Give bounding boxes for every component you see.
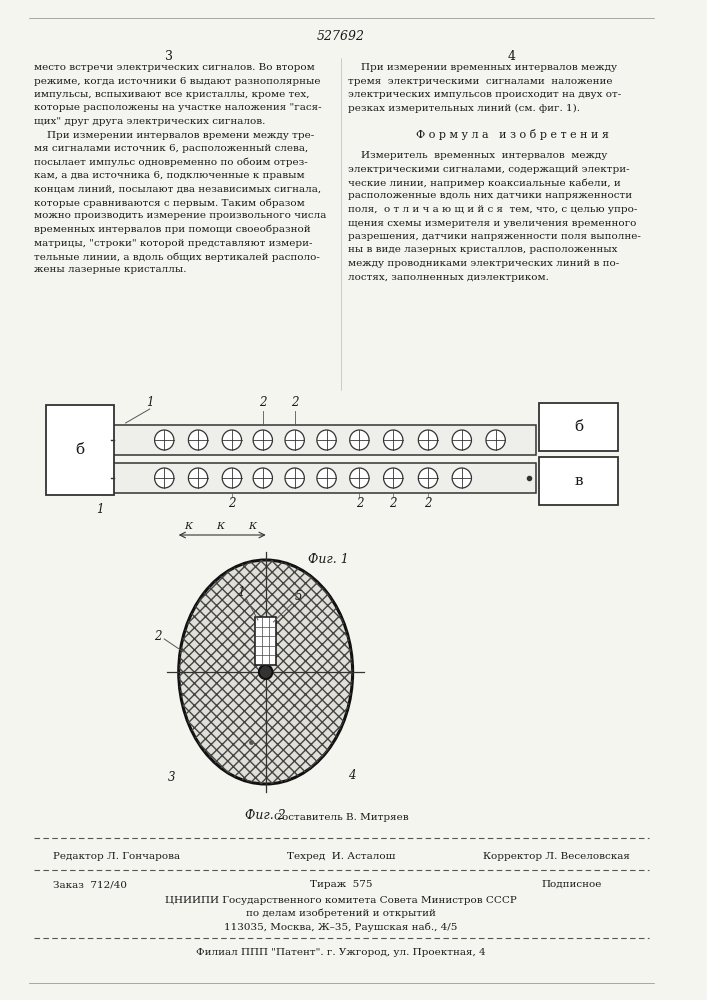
Text: матрицы, "строки" которой представляют измери-: матрицы, "строки" которой представляют и… bbox=[34, 238, 312, 247]
Circle shape bbox=[253, 468, 272, 488]
Text: Корректор Л. Веселовская: Корректор Л. Веселовская bbox=[483, 852, 630, 861]
Text: 2: 2 bbox=[390, 497, 397, 510]
Text: б: б bbox=[574, 420, 583, 434]
Text: тельные линии, а вдоль общих вертикалей располо-: тельные линии, а вдоль общих вертикалей … bbox=[34, 252, 320, 261]
Circle shape bbox=[452, 468, 472, 488]
Text: ЦНИИПИ Государственного комитета Совета Министров СССР: ЦНИИПИ Государственного комитета Совета … bbox=[165, 896, 517, 905]
Text: кам, а два источника 6, подключенные к правым: кам, а два источника 6, подключенные к п… bbox=[34, 171, 305, 180]
Circle shape bbox=[452, 430, 472, 450]
Text: которые расположены на участке наложения "гася-: которые расположены на участке наложения… bbox=[34, 104, 322, 112]
Circle shape bbox=[317, 430, 337, 450]
Text: 4: 4 bbox=[508, 50, 516, 63]
Text: резках измерительных линий (см. фиг. 1).: резках измерительных линий (см. фиг. 1). bbox=[348, 104, 580, 113]
Text: разрешения, датчики напряженности поля выполне-: разрешения, датчики напряженности поля в… bbox=[348, 232, 641, 241]
Text: 1: 1 bbox=[95, 503, 103, 516]
Text: электрическими сигналами, содержащий электри-: электрическими сигналами, содержащий эле… bbox=[348, 164, 629, 174]
Text: тремя  электрическими  сигналами  наложение: тремя электрическими сигналами наложение bbox=[348, 77, 612, 86]
Circle shape bbox=[222, 468, 242, 488]
Text: в: в bbox=[575, 474, 583, 488]
Text: 1: 1 bbox=[146, 396, 153, 409]
Circle shape bbox=[259, 665, 272, 679]
Text: Редактор Л. Гончарова: Редактор Л. Гончарова bbox=[53, 852, 180, 861]
Text: 2: 2 bbox=[259, 396, 267, 409]
Circle shape bbox=[350, 468, 369, 488]
Text: Измеритель  временных  интервалов  между: Измеритель временных интервалов между bbox=[348, 151, 607, 160]
Text: режиме, когда источники 6 выдают разнополярные: режиме, когда источники 6 выдают разнопо… bbox=[34, 77, 320, 86]
Circle shape bbox=[188, 468, 208, 488]
Text: Заказ  712/40: Заказ 712/40 bbox=[53, 880, 127, 889]
Text: 2: 2 bbox=[356, 497, 363, 510]
Text: Фиг. 2: Фиг. 2 bbox=[245, 809, 286, 822]
Bar bbox=[539, 457, 619, 505]
Circle shape bbox=[188, 430, 208, 450]
Text: концам линий, посылают два независимых сигнала,: концам линий, посылают два независимых с… bbox=[34, 184, 321, 194]
Circle shape bbox=[486, 430, 506, 450]
Text: Составитель В. Митряев: Составитель В. Митряев bbox=[274, 813, 409, 822]
Text: 527692: 527692 bbox=[317, 30, 365, 43]
Text: 2: 2 bbox=[154, 631, 161, 644]
Text: мя сигналами источник 6, расположенный слева,: мя сигналами источник 6, расположенный с… bbox=[34, 144, 308, 153]
Text: При измерении временных интервалов между: При измерении временных интервалов между bbox=[348, 63, 617, 72]
Circle shape bbox=[222, 430, 242, 450]
Text: ны в виде лазерных кристаллов, расположенных: ны в виде лазерных кристаллов, расположе… bbox=[348, 245, 617, 254]
Text: Филиал ППП "Патент". г. Ужгород, ул. Проектная, 4: Филиал ППП "Патент". г. Ужгород, ул. Про… bbox=[197, 948, 486, 957]
Circle shape bbox=[384, 468, 403, 488]
Text: 5: 5 bbox=[295, 590, 302, 603]
Text: поля,  о т л и ч а ю щ и й с я  тем, что, с целью упро-: поля, о т л и ч а ю щ и й с я тем, что, … bbox=[348, 205, 637, 214]
Text: Подписное: Подписное bbox=[541, 880, 602, 889]
Text: щения схемы измерителя и увеличения временного: щения схемы измерителя и увеличения врем… bbox=[348, 219, 636, 228]
Circle shape bbox=[285, 468, 304, 488]
Text: 3: 3 bbox=[168, 771, 176, 784]
Text: К: К bbox=[216, 522, 224, 531]
Bar bbox=[255, 617, 276, 665]
Text: ческие линии, например коаксиальные кабели, и: ческие линии, например коаксиальные кабе… bbox=[348, 178, 621, 188]
Text: электрических импульсов происходит на двух от-: электрических импульсов происходит на дв… bbox=[348, 90, 621, 99]
Text: жены лазерные кристаллы.: жены лазерные кристаллы. bbox=[34, 265, 187, 274]
Text: лостях, заполненных диэлектриком.: лостях, заполненных диэлектриком. bbox=[348, 272, 549, 282]
Bar bbox=[539, 403, 619, 451]
Bar bbox=[47, 405, 114, 495]
Text: б: б bbox=[76, 443, 85, 457]
Circle shape bbox=[155, 430, 174, 450]
Text: К: К bbox=[248, 522, 256, 531]
Text: по делам изобретений и открытий: по делам изобретений и открытий bbox=[246, 909, 436, 918]
Ellipse shape bbox=[179, 560, 353, 784]
Circle shape bbox=[419, 468, 438, 488]
Circle shape bbox=[384, 430, 403, 450]
Text: щих" друг друга электрических сигналов.: щих" друг друга электрических сигналов. bbox=[34, 117, 265, 126]
Text: которые сравниваются с первым. Таким образом: которые сравниваются с первым. Таким обр… bbox=[34, 198, 305, 208]
Text: 113035, Москва, Ж–35, Раушская наб., 4/5: 113035, Москва, Ж–35, Раушская наб., 4/5 bbox=[224, 922, 457, 932]
Text: 2: 2 bbox=[424, 497, 432, 510]
Bar bbox=[111, 463, 536, 493]
Text: К: К bbox=[185, 522, 192, 531]
Circle shape bbox=[253, 430, 272, 450]
Text: Тираж  575: Тираж 575 bbox=[310, 880, 373, 889]
Text: 1: 1 bbox=[237, 586, 245, 599]
Text: 3: 3 bbox=[165, 50, 173, 63]
Circle shape bbox=[155, 468, 174, 488]
Circle shape bbox=[285, 430, 304, 450]
Text: Техред  И. Асталош: Техред И. Асталош bbox=[287, 852, 395, 861]
Text: посылает импульс одновременно по обоим отрез-: посылает импульс одновременно по обоим о… bbox=[34, 157, 308, 167]
Circle shape bbox=[350, 430, 369, 450]
Bar bbox=[111, 425, 536, 455]
Text: между проводниками электрических линий в по-: между проводниками электрических линий в… bbox=[348, 259, 619, 268]
Text: расположенные вдоль них датчики напряженности: расположенные вдоль них датчики напряжен… bbox=[348, 192, 632, 200]
Text: 2: 2 bbox=[291, 396, 298, 409]
Text: место встречи электрических сигналов. Во втором: место встречи электрических сигналов. Во… bbox=[34, 63, 315, 72]
Text: Ф о р м у л а   и з о б р е т е н и я: Ф о р м у л а и з о б р е т е н и я bbox=[416, 129, 609, 140]
Text: 2: 2 bbox=[228, 497, 235, 510]
Text: временных интервалов при помощи своеобразной: временных интервалов при помощи своеобра… bbox=[34, 225, 310, 234]
Circle shape bbox=[317, 468, 337, 488]
Text: можно производить измерение произвольного числа: можно производить измерение произвольног… bbox=[34, 212, 326, 221]
Circle shape bbox=[419, 430, 438, 450]
Text: Фиг. 1: Фиг. 1 bbox=[308, 553, 349, 566]
Text: импульсы, вспыхивают все кристаллы, кроме тех,: импульсы, вспыхивают все кристаллы, кром… bbox=[34, 90, 310, 99]
Text: 4: 4 bbox=[348, 769, 356, 782]
Text: При измерении интервалов времени между тре-: При измерении интервалов времени между т… bbox=[34, 130, 314, 139]
